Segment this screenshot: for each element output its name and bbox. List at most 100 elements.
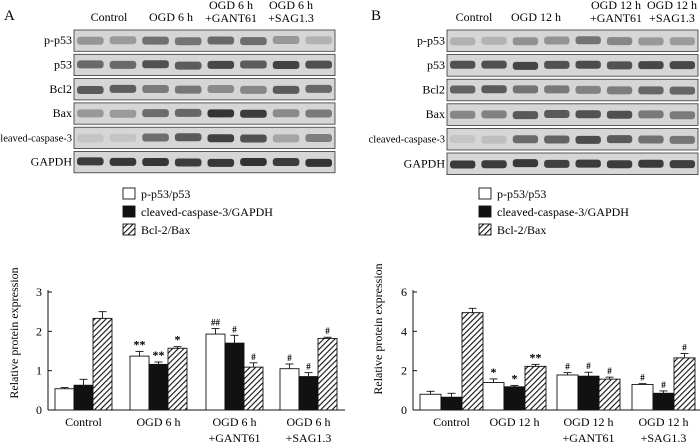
significance-mark: # xyxy=(565,362,570,372)
legend-swatch-white xyxy=(122,187,136,200)
blot-band xyxy=(272,109,300,118)
blot-strip xyxy=(446,127,699,151)
bar xyxy=(556,374,579,411)
bar xyxy=(631,383,654,411)
significance-mark: # xyxy=(306,362,311,372)
blot-band xyxy=(544,135,570,144)
bar xyxy=(598,378,621,411)
blot-band xyxy=(575,159,601,168)
blot-column-header-line: +GANT61 xyxy=(205,11,257,25)
blot-band xyxy=(272,134,300,143)
blot-band xyxy=(305,84,332,93)
chart-a-bars: *****#### ### xyxy=(54,311,338,411)
blot-row-label: cleaved-caspase-3 xyxy=(369,135,445,146)
x-tick-label-line: +SAG1.3 xyxy=(641,431,687,445)
x-tick-label-line: +GANT61 xyxy=(208,431,260,445)
y-axis-label: Relative protein expression xyxy=(7,267,21,398)
y-tick-label: 6 xyxy=(401,285,407,299)
x-tick-label-line: OGD 12 h xyxy=(639,415,689,429)
bar xyxy=(54,388,75,411)
blot-row-label: Bcl2 xyxy=(422,83,445,97)
bar xyxy=(482,382,505,411)
blot-column-header: OGD 12 h +SAG1.3 xyxy=(647,0,697,25)
blot-column-header-line: +GANT61 xyxy=(590,11,642,25)
bar xyxy=(73,384,94,411)
blot-band xyxy=(207,36,235,45)
blot-column-header: OGD 6 h +SAG1.3 xyxy=(268,0,314,25)
blot-band xyxy=(512,85,539,94)
blot-row-label: GAPDH xyxy=(31,155,73,169)
blot-band xyxy=(77,36,104,45)
blot-band xyxy=(207,158,235,167)
blot-strip xyxy=(446,54,699,77)
blot-column-header: OGD 12 h xyxy=(511,10,561,24)
blot-band xyxy=(450,160,476,169)
blot-column-header-line: OGD 12 h xyxy=(511,10,561,24)
y-tick-label: 2 xyxy=(36,324,42,338)
blot-column-header: Control xyxy=(91,10,128,24)
chart-b-legend: p-p53/p53 cleaved-caspase-3/GAPDH Bcl-2/… xyxy=(478,187,629,237)
blot-band xyxy=(77,85,104,94)
significance-mark: * xyxy=(175,333,181,347)
blot-band xyxy=(544,60,570,69)
blot-band xyxy=(142,157,169,166)
blot-band xyxy=(638,86,664,95)
blot-band xyxy=(450,85,476,94)
x-tick-label: OGD 12 h xyxy=(490,415,540,429)
blot-band xyxy=(207,134,235,143)
x-tick-label: OGD 12 h +GANT61 xyxy=(562,415,614,445)
blot-band xyxy=(109,84,137,93)
legend-swatch-white xyxy=(478,187,492,200)
blot-band xyxy=(305,134,332,143)
x-tick-label-line: Control xyxy=(433,415,470,429)
bar xyxy=(243,366,264,411)
y-tick-label: 0 xyxy=(36,403,42,417)
blot-strip xyxy=(446,29,699,53)
panel-b-letter: B xyxy=(371,8,381,24)
blot-row-label: GAPDH xyxy=(404,156,446,170)
blot-band xyxy=(638,110,664,119)
blot-band xyxy=(240,37,267,46)
blot-band xyxy=(544,109,570,118)
x-tick-label-line: +GANT61 xyxy=(562,431,614,445)
blot-column-header: OGD 12 h +GANT61 xyxy=(590,0,642,25)
blot-band xyxy=(142,84,169,93)
bar xyxy=(461,312,484,411)
legend-swatch-black xyxy=(122,205,136,218)
blot-band xyxy=(512,61,539,70)
significance-mark: # xyxy=(586,361,591,371)
blot-band xyxy=(77,109,104,118)
blot-column-header-line: OGD 12 h xyxy=(591,0,641,12)
blot-strip xyxy=(73,151,336,174)
blot-row-label: Bax xyxy=(53,106,72,120)
significance-mark: ** xyxy=(153,348,165,362)
x-tick-label-line: +SAG1.3 xyxy=(286,431,332,445)
blot-band xyxy=(174,158,202,167)
blot-band xyxy=(669,37,695,46)
significance-mark: ** xyxy=(530,350,542,364)
x-tick-label-line: OGD 12 h xyxy=(490,415,540,429)
blot-band xyxy=(481,160,507,169)
blot-band xyxy=(669,111,695,120)
legend-label: Bcl-2/Bax xyxy=(497,223,546,237)
blot-column-header-line: +SAG1.3 xyxy=(268,11,314,25)
blot-band xyxy=(305,158,332,167)
blot-band xyxy=(174,85,202,94)
chart-b-bars: * ***# # #### xyxy=(419,307,696,411)
blot-band xyxy=(575,110,601,119)
blot-strip xyxy=(446,152,699,176)
x-tick-label: Control xyxy=(65,415,102,429)
x-tick-label: OGD 6 h xyxy=(137,415,181,429)
legend-label: p-p53/p53 xyxy=(497,187,546,201)
blot-band xyxy=(272,158,300,167)
blot-band xyxy=(575,135,601,144)
y-tick-label: 2 xyxy=(401,364,407,378)
blot-band xyxy=(240,109,267,118)
blot-band xyxy=(142,133,169,142)
blot-band xyxy=(669,61,695,70)
blot-column-header: OGD 6 h xyxy=(149,10,193,24)
bar xyxy=(167,347,188,411)
blot-band xyxy=(142,60,169,69)
